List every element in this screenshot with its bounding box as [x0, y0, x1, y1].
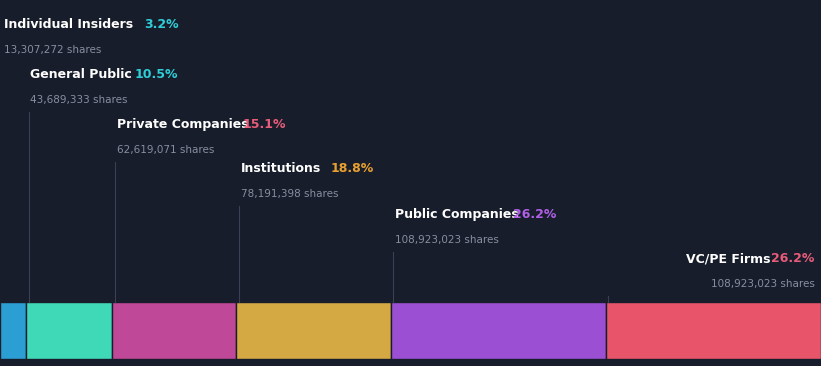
- Bar: [0, 302, 26, 359]
- Text: 26.2%: 26.2%: [771, 252, 814, 265]
- Text: VC/PE Firms: VC/PE Firms: [686, 252, 775, 265]
- Bar: [391, 302, 606, 359]
- Text: 18.8%: 18.8%: [330, 162, 374, 175]
- Text: Institutions: Institutions: [241, 162, 321, 175]
- Text: Private Companies: Private Companies: [117, 118, 248, 131]
- Text: 43,689,333 shares: 43,689,333 shares: [30, 96, 128, 105]
- Bar: [606, 302, 821, 359]
- Text: 13,307,272 shares: 13,307,272 shares: [4, 45, 102, 56]
- Bar: [26, 302, 112, 359]
- Text: 26.2%: 26.2%: [513, 208, 557, 221]
- Text: Individual Insiders: Individual Insiders: [4, 18, 133, 31]
- Text: 108,923,023 shares: 108,923,023 shares: [395, 235, 499, 246]
- Text: 78,191,398 shares: 78,191,398 shares: [241, 190, 338, 199]
- Bar: [236, 302, 391, 359]
- Text: Public Companies: Public Companies: [395, 208, 519, 221]
- Text: General Public: General Public: [30, 68, 132, 81]
- Text: 10.5%: 10.5%: [135, 68, 178, 81]
- Text: 3.2%: 3.2%: [144, 18, 178, 31]
- Text: 15.1%: 15.1%: [242, 118, 286, 131]
- Text: 108,923,023 shares: 108,923,023 shares: [710, 280, 814, 290]
- Bar: [112, 302, 236, 359]
- Text: 62,619,071 shares: 62,619,071 shares: [117, 145, 214, 156]
